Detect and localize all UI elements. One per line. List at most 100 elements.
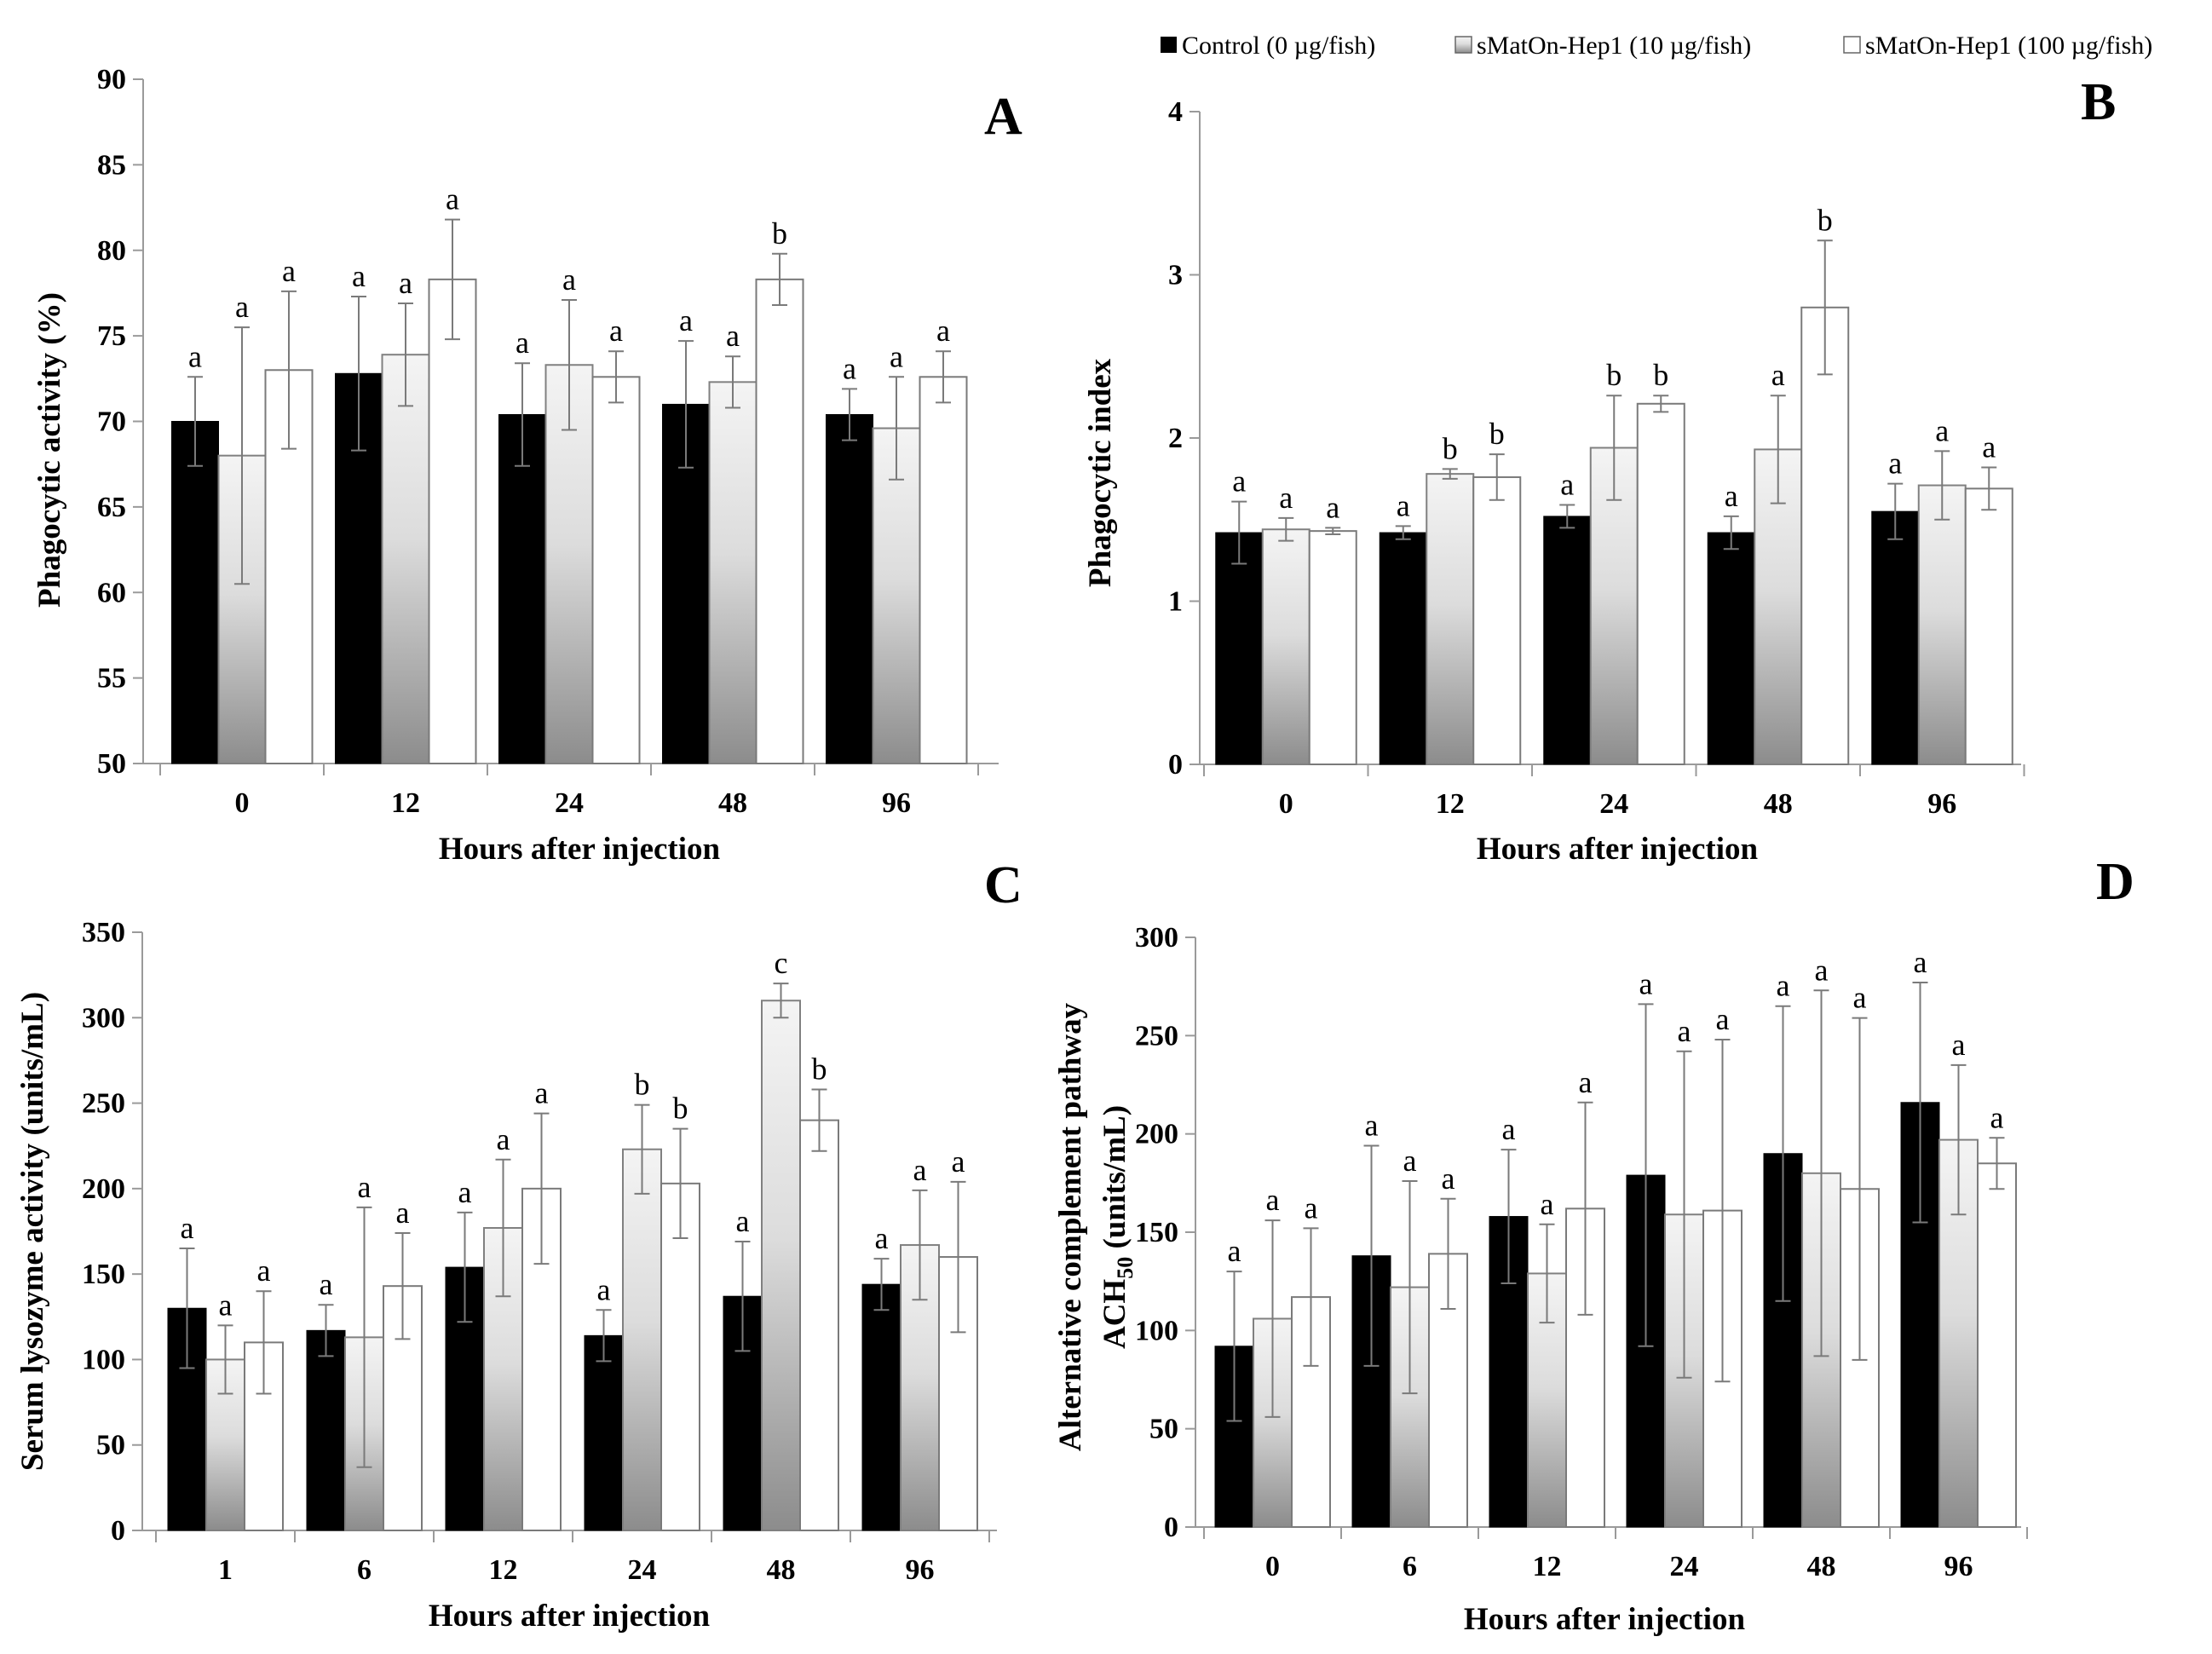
significance-letter-a: a	[235, 290, 249, 324]
significance-letter-c: a	[396, 1196, 410, 1230]
bar-c-control	[584, 1334, 624, 1531]
bar-b-control	[1871, 510, 1920, 765]
significance-letter-a: a	[188, 339, 202, 373]
significance-letter-b: a	[1397, 488, 1410, 522]
significance-letter-b: a	[1771, 358, 1785, 392]
bar-b-control	[1707, 532, 1755, 765]
y-tick-label-d: 200	[1135, 1119, 1178, 1150]
significance-letter-c: a	[736, 1204, 750, 1238]
significance-letter-b: b	[1653, 358, 1668, 392]
bar-a-10ug	[381, 354, 430, 764]
bar-b-control	[1215, 532, 1264, 765]
significance-letter-d: a	[1403, 1144, 1417, 1178]
bar-c-100ug	[799, 1119, 839, 1531]
y-axis-title-d-line1: Alternative complement pathway	[1053, 1002, 1088, 1451]
significance-letter-d: a	[1266, 1183, 1280, 1217]
chart-panel-c: C Serum lysozyme activity (units/mL) Hou…	[15, 856, 1022, 1634]
y-tick-label-a: 70	[97, 406, 126, 438]
y-tick-label-a: 65	[97, 492, 126, 523]
y-tick-label-a: 60	[97, 577, 126, 608]
significance-letter-d: a	[1442, 1161, 1455, 1196]
significance-letter-b: a	[1725, 479, 1738, 513]
bar-b-10ug	[1426, 473, 1475, 765]
significance-letter-c: b	[812, 1052, 827, 1086]
significance-letter-d: a	[1777, 969, 1790, 1003]
y-tick-label-c: 0	[111, 1515, 125, 1547]
y-tick-label-c: 300	[82, 1002, 125, 1034]
significance-letter-c: a	[535, 1076, 549, 1110]
significance-letter-c: b	[673, 1092, 688, 1126]
bar-b-100ug	[1964, 487, 2013, 765]
legend-swatch-100ug	[1843, 36, 1861, 54]
y-tick-label-a: 75	[97, 320, 126, 352]
bar-c-control	[306, 1329, 346, 1531]
significance-letter-c: a	[320, 1267, 333, 1301]
bar-b-100ug	[1308, 530, 1357, 766]
significance-letter-c: a	[597, 1272, 611, 1306]
significance-letter-d: a	[1853, 981, 1867, 1015]
significance-letter-d: a	[1502, 1112, 1516, 1146]
bar-c-100ug	[938, 1256, 978, 1531]
bar-a-control	[171, 421, 219, 764]
significance-letter-d: a	[1305, 1190, 1318, 1225]
chart-panel-d: D Alternative complement pathway ACH50 (…	[1053, 853, 2134, 1637]
significance-letter-c: b	[635, 1068, 650, 1102]
significance-letter-d: a	[1952, 1028, 1966, 1062]
panel-letter-d: D	[2096, 853, 2134, 911]
x-tick-label-a: 24	[555, 787, 584, 819]
x-tick-label-c: 24	[628, 1554, 657, 1586]
significance-letter-d: a	[1228, 1234, 1241, 1268]
x-tick-label-d: 48	[1807, 1551, 1836, 1582]
y-tick-label-c: 200	[82, 1173, 125, 1205]
significance-letter-d: a	[1579, 1065, 1593, 1099]
x-axis-title-c: Hours after injection	[429, 1599, 711, 1634]
legend-label-control: Control (0 µg/fish)	[1182, 32, 1375, 60]
x-tick-label-a: 0	[235, 787, 250, 819]
significance-letter-d: a	[1815, 953, 1829, 987]
x-axis-title-b: Hours after injection	[1477, 832, 1759, 867]
significance-letter-b: b	[1606, 358, 1622, 392]
y-tick-label-d: 100	[1135, 1315, 1178, 1346]
bar-a-10ug	[708, 381, 757, 764]
y-tick-label-b: 1	[1168, 586, 1183, 618]
x-tick-label-b: 0	[1279, 788, 1293, 820]
bar-c-100ug	[660, 1182, 700, 1531]
x-tick-label-c: 96	[906, 1554, 935, 1586]
legend: Control (0 µg/fish) sMatOn-Hep1 (10 µg/f…	[1161, 32, 2152, 60]
legend-swatch-control	[1161, 37, 1177, 53]
y-tick-label-c: 150	[82, 1259, 125, 1290]
bar-a-100ug	[919, 376, 968, 764]
bar-a-10ug	[544, 364, 594, 764]
significance-letter-c: c	[775, 946, 788, 980]
y-axis-title-d-subscript: 50	[1113, 1257, 1138, 1279]
significance-letter-d: a	[1541, 1187, 1554, 1221]
significance-letter-c: a	[913, 1153, 927, 1187]
x-tick-label-c: 1	[218, 1554, 233, 1586]
y-axis-title-d-unit: (units/mL)	[1097, 1105, 1132, 1257]
significance-letter-b: b	[1489, 417, 1505, 451]
bar-a-100ug	[591, 376, 641, 764]
significance-letter-c: a	[952, 1144, 965, 1179]
significance-letter-a: a	[936, 314, 950, 348]
significance-letter-a: a	[562, 262, 576, 297]
x-tick-label-d: 12	[1533, 1551, 1562, 1582]
x-tick-label-c: 12	[489, 1554, 518, 1586]
y-tick-label-a: 85	[97, 149, 126, 181]
x-tick-label-b: 96	[1927, 788, 1956, 820]
y-tick-label-b: 3	[1168, 260, 1183, 291]
x-tick-label-a: 96	[882, 787, 911, 819]
significance-letter-b: a	[1232, 464, 1246, 499]
significance-letter-b: a	[1982, 429, 1996, 464]
y-tick-label-a: 50	[97, 748, 126, 780]
significance-letter-b: a	[1935, 413, 1949, 447]
significance-letter-d: a	[1914, 945, 1927, 979]
bar-b-control	[1379, 532, 1427, 765]
x-tick-label-b: 12	[1436, 788, 1465, 820]
bar-b-100ug	[1472, 475, 1522, 766]
significance-letter-c: a	[219, 1288, 233, 1322]
y-tick-label-d: 250	[1135, 1020, 1178, 1052]
panel-letter-b: B	[2081, 73, 2116, 131]
